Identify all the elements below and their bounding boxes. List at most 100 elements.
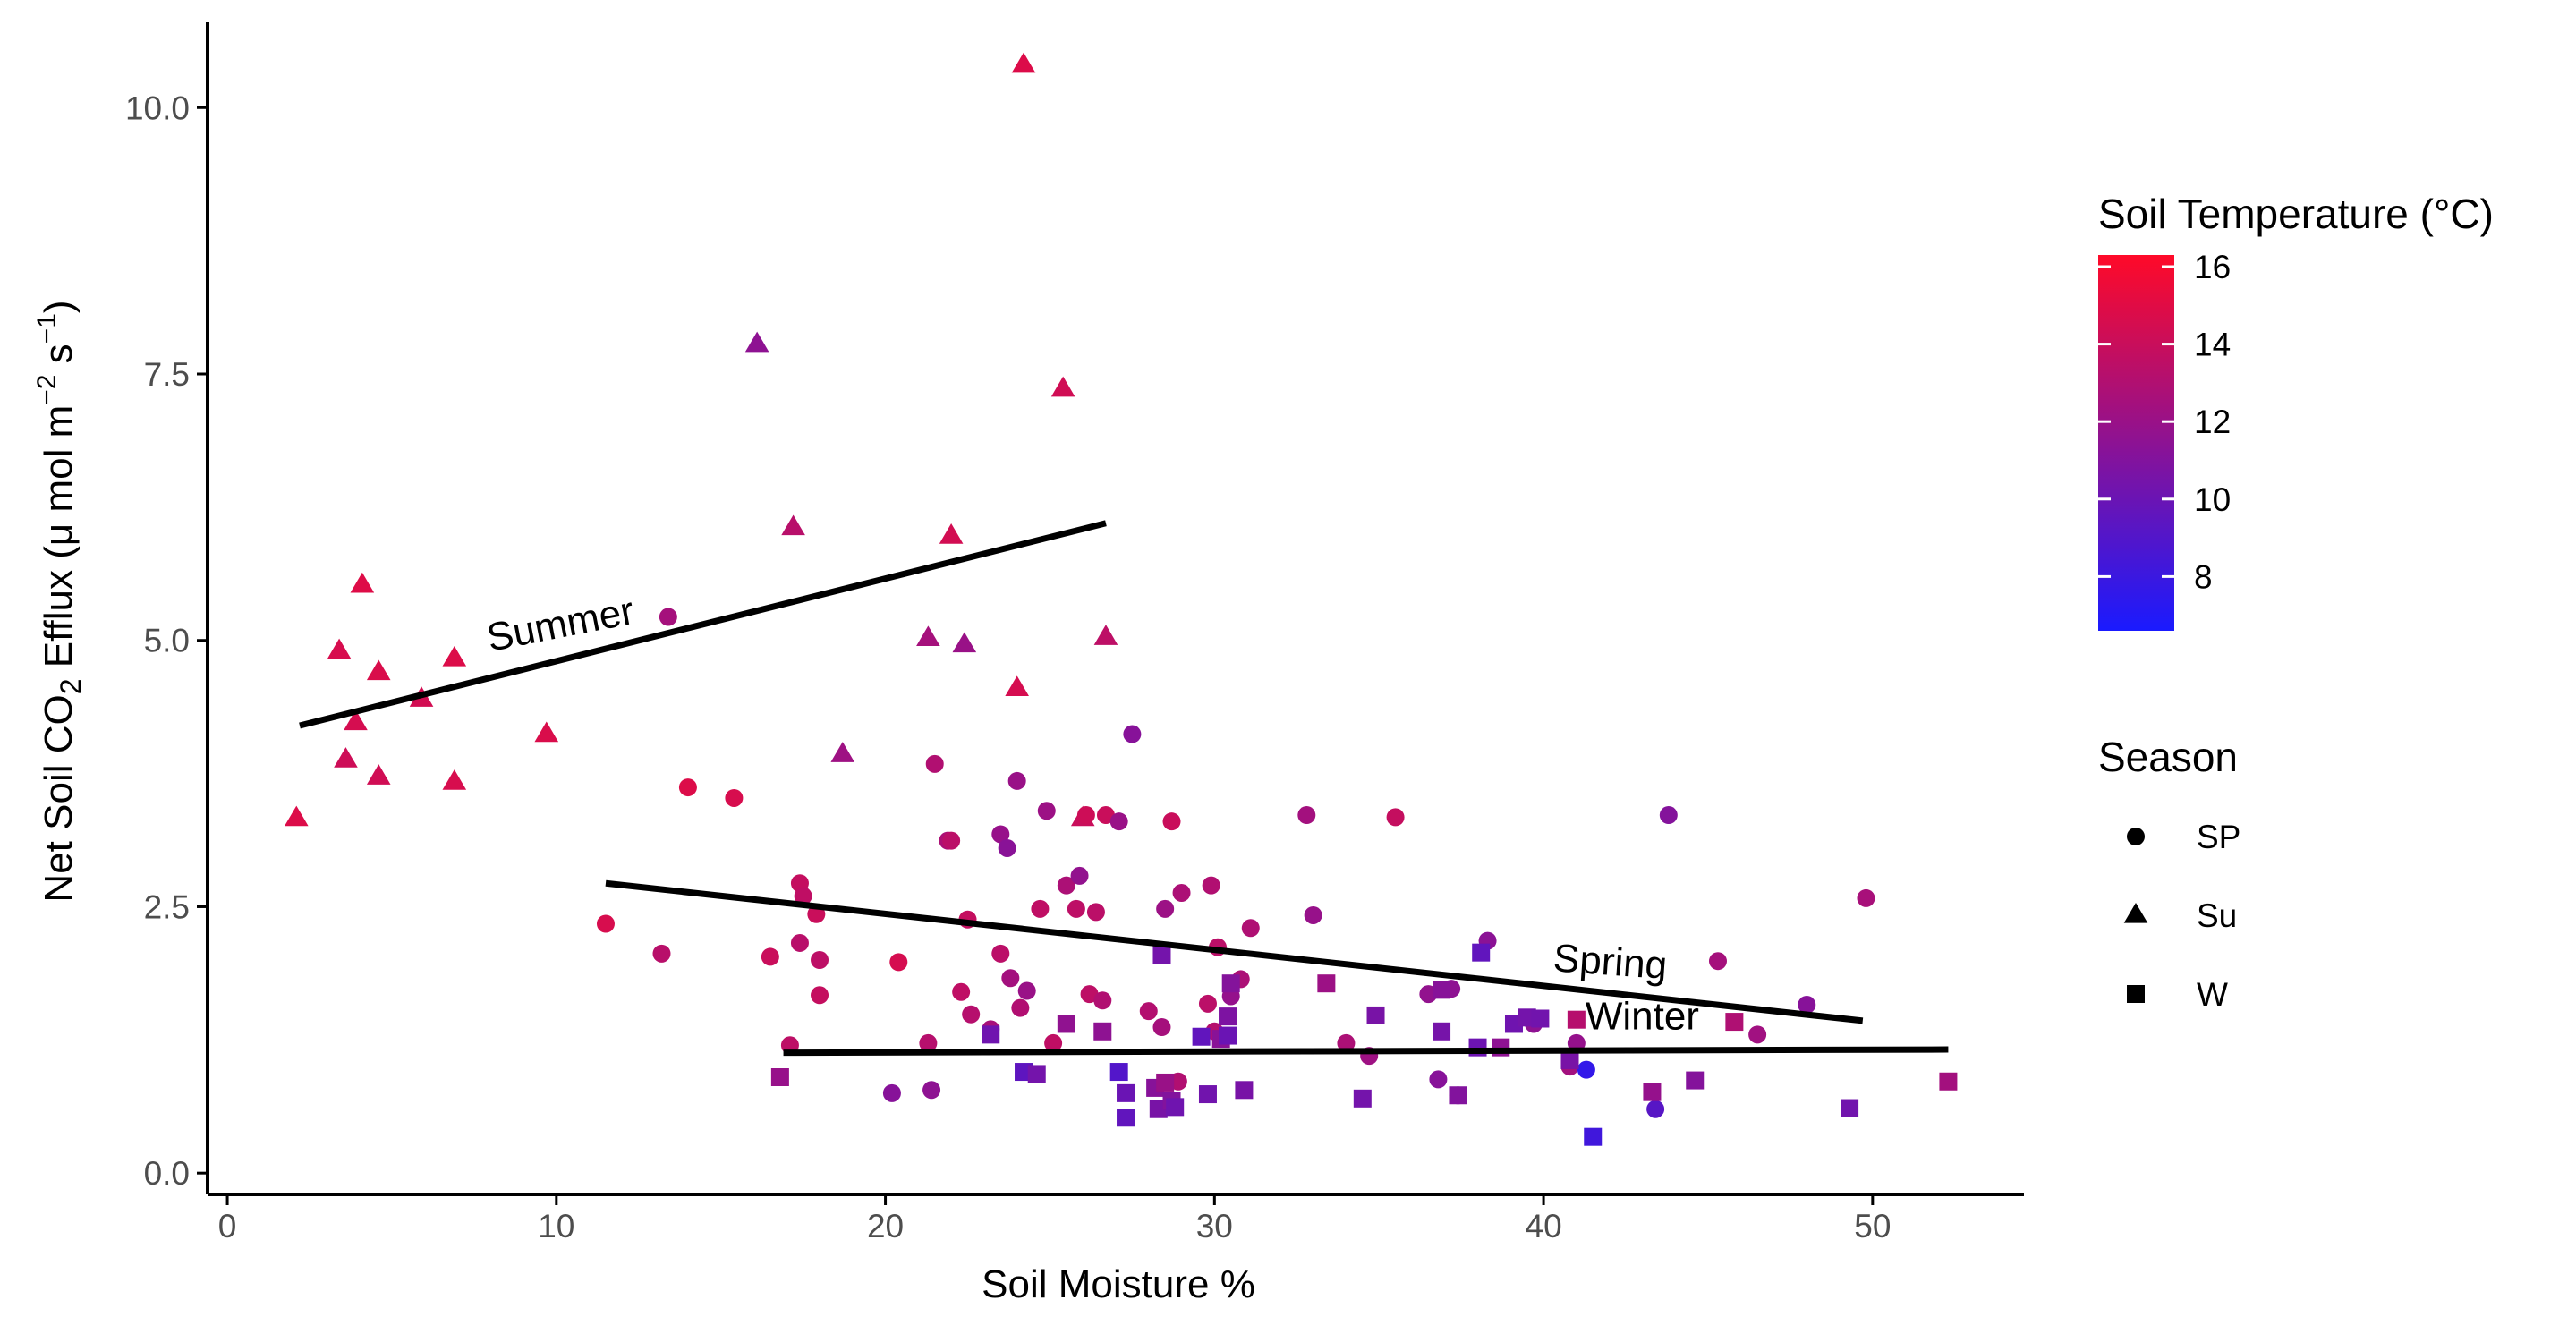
data-point-w xyxy=(1567,1010,1586,1029)
data-point-sp xyxy=(998,838,1016,857)
data-point-w xyxy=(1725,1013,1744,1032)
data-point-w xyxy=(1584,1127,1603,1146)
data-point-sp xyxy=(1109,812,1128,831)
color-bar xyxy=(2098,255,2174,631)
data-point-su xyxy=(366,764,391,785)
data-point-sp xyxy=(1086,903,1105,922)
data-point-su xyxy=(350,572,375,593)
data-point-sp xyxy=(1386,808,1405,827)
data-point-sp xyxy=(794,887,812,905)
trend-line-spring xyxy=(605,879,1864,1024)
data-point-su xyxy=(327,638,352,659)
data-point-w xyxy=(1353,1089,1372,1108)
data-point-sp xyxy=(889,953,908,972)
x-tick-label: 40 xyxy=(1526,1208,1562,1245)
data-point-su xyxy=(1005,675,1029,696)
data-point-sp xyxy=(811,986,829,1005)
data-point-w xyxy=(1433,981,1451,999)
legend-symbol-circle xyxy=(2127,828,2145,845)
data-point-sp xyxy=(991,825,1010,844)
x-tick-label: 0 xyxy=(218,1208,237,1245)
data-point-sp xyxy=(1139,1002,1158,1021)
x-axis-ticks: 0 10 20 30 40 50 xyxy=(218,1194,1891,1245)
data-point-su xyxy=(1011,52,1036,73)
color-bar-tick-label: 10 xyxy=(2194,481,2231,518)
x-axis-title: Soil Moisture % xyxy=(982,1262,1255,1306)
data-points xyxy=(284,52,1958,1146)
y-tick-label: 2.5 xyxy=(144,888,190,925)
data-point-su xyxy=(952,632,977,653)
data-point-su xyxy=(916,625,940,647)
data-point-sp xyxy=(919,1033,938,1052)
trend-label-spring: Spring xyxy=(1552,936,1668,988)
data-point-sp xyxy=(790,933,809,952)
data-point-w xyxy=(1472,943,1491,962)
data-point-sp xyxy=(942,831,961,850)
data-point-sp xyxy=(761,947,779,966)
data-point-su xyxy=(334,747,358,768)
data-point-w xyxy=(1433,1022,1451,1041)
data-point-su xyxy=(781,514,805,536)
data-point-sp xyxy=(1011,998,1030,1017)
data-point-sp xyxy=(1057,876,1075,895)
data-point-sp xyxy=(1202,876,1220,895)
data-point-w xyxy=(1198,1085,1217,1104)
color-bar-tick-label: 8 xyxy=(2194,558,2213,595)
data-point-sp xyxy=(1748,1025,1767,1044)
data-point-sp xyxy=(882,1083,901,1102)
data-point-w xyxy=(1057,1015,1075,1033)
data-point-w xyxy=(1531,1009,1550,1028)
data-point-w xyxy=(1841,1099,1859,1117)
color-legend: Soil Temperature (°C) 8 10 12 14 16 xyxy=(2098,191,2494,631)
data-point-sp xyxy=(1162,812,1181,831)
data-point-sp xyxy=(1067,899,1085,918)
data-point-sp xyxy=(962,1005,981,1024)
data-point-su xyxy=(744,331,769,353)
data-point-sp xyxy=(1076,806,1095,825)
data-point-sp xyxy=(1297,806,1316,825)
legend-symbol-triangle xyxy=(2123,903,2148,923)
legend-label-sp: SP xyxy=(2197,819,2240,855)
data-point-w xyxy=(1317,974,1336,993)
data-point-w xyxy=(1366,1006,1385,1024)
trend-line-summer xyxy=(299,520,1107,729)
color-legend-title: Soil Temperature (°C) xyxy=(2098,191,2494,237)
data-point-sp xyxy=(1017,981,1036,1000)
y-title-suffix: ) xyxy=(37,300,81,313)
shape-legend-title: Season xyxy=(2098,734,2238,780)
data-point-sp xyxy=(678,778,697,797)
data-point-sp xyxy=(1646,1100,1665,1118)
data-point-w xyxy=(1221,974,1240,993)
data-point-sp xyxy=(925,754,944,773)
x-tick-label: 30 xyxy=(1196,1208,1233,1245)
data-point-w xyxy=(1156,1073,1175,1092)
data-point-sp xyxy=(1093,991,1112,1010)
data-point-sp xyxy=(1198,994,1217,1013)
trend-line-winter xyxy=(783,1046,1949,1057)
y-title-middle: Efflux (μ mol m xyxy=(37,405,81,679)
data-point-w xyxy=(982,1025,1000,1044)
y-title-middle-2: s xyxy=(37,344,81,374)
data-point-sp xyxy=(1577,1060,1595,1079)
data-point-su xyxy=(534,721,559,743)
data-point-sp xyxy=(1031,899,1050,918)
data-point-w xyxy=(1093,1022,1112,1041)
data-point-sp xyxy=(1037,802,1056,820)
data-point-su xyxy=(939,523,964,544)
data-point-w xyxy=(1449,1086,1467,1105)
data-point-su xyxy=(366,659,391,681)
color-bar-tick-label: 12 xyxy=(2194,404,2231,440)
data-point-sp xyxy=(922,1081,941,1100)
data-point-sp xyxy=(1429,1070,1448,1089)
data-point-sp xyxy=(652,944,671,963)
legend-label-su: Su xyxy=(2197,897,2237,934)
data-point-sp xyxy=(725,788,744,807)
data-point-sp xyxy=(991,944,1010,963)
data-point-su xyxy=(344,709,368,731)
data-point-sp xyxy=(1156,899,1175,918)
y-title-superscript-1: −2 xyxy=(32,375,62,405)
y-tick-label: 7.5 xyxy=(144,356,190,393)
